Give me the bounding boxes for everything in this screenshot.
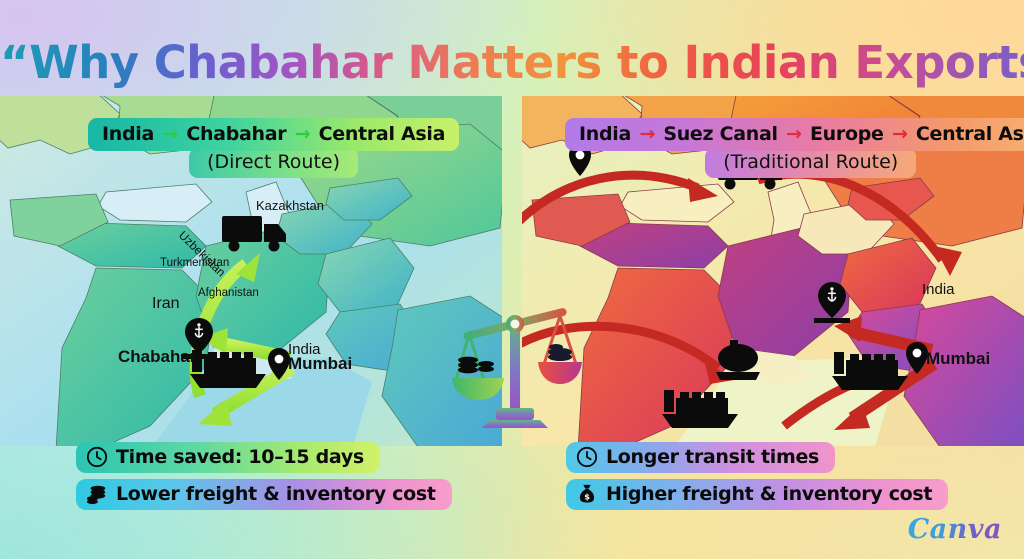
right-route-label: India → Suez Canal → Europe → Central As… [565,118,1024,178]
right-route-part-1: Suez Canal [663,123,778,145]
right-route-part-0: India [579,123,632,145]
map-label-afghanistan: Afghanistan [198,287,259,299]
badge-time-saved-text: Time saved: 10–15 days [116,446,364,468]
location-pin-icon [268,348,290,380]
truck-icon [222,216,286,252]
canva-watermark: Canva [907,514,1002,545]
badge-lower-cost-text: Lower freight & inventory cost [116,483,436,505]
badge-longer-transit-text: Longer transit times [606,446,820,468]
map-label-india-right: India [922,281,955,298]
map-label-mumbai-left: Mumbai [288,354,352,373]
svg-text:$: $ [584,492,590,502]
map-label-mumbai-right: Mumbai [926,349,990,368]
right-route-chain: India → Suez Canal → Europe → Central As… [565,118,1024,151]
cargo-ship-icon [662,390,738,428]
map-label-kazakhstan: Kazakhstan [256,198,324,213]
coins-icon [86,485,106,505]
balance-scale-icon [452,292,582,428]
arrow-icon: → [786,123,802,145]
coins-stack-icon [458,356,494,374]
arrow-icon: → [162,123,178,145]
left-route-label: India → Chabahar → Central Asia (Direct … [88,118,460,178]
arrow-icon: → [294,123,311,145]
right-drawback-badges: Longer transit times $ Higher freight & … [566,442,949,516]
badge-longer-transit: Longer transit times [566,442,836,473]
right-route-part-3: Central Asia [915,123,1024,145]
left-route-part-1: Chabahar [186,123,287,145]
europe-pin-icon [569,144,591,176]
map-label-turkmenistan: Turkmenistan [160,257,229,269]
map-label-chabahar: Chabahar [118,347,197,366]
anchor-pin-icon [814,282,850,323]
arrow-icon: → [891,123,908,145]
left-route-part-2: Central Asia [318,123,446,145]
left-route-chain: India → Chabahar → Central Asia [88,118,460,151]
arrow-icon: → [639,123,655,145]
left-route-part-0: India [102,123,155,145]
right-route-part-2: Europe [810,123,884,145]
page-title: “Why Chabahar Matters to Indian Exports” [0,36,1024,89]
right-route-subtitle: (Traditional Route) [705,148,917,178]
badge-lower-cost: Lower freight & inventory cost [76,479,452,510]
cargo-ship-icon [832,352,908,390]
left-route-subtitle: (Direct Route) [189,148,359,178]
badge-time-saved: Time saved: 10–15 days [76,442,380,473]
badge-higher-cost: $ Higher freight & inventory cost [566,479,949,510]
badge-higher-cost-text: Higher freight & inventory cost [606,483,933,505]
cargo-ship-icon [716,340,760,380]
coins-stack-icon [548,344,572,361]
map-label-iran: Iran [152,295,180,312]
money-bag-icon: $ [579,484,595,503]
clock-icon [86,446,108,468]
left-benefit-badges: Time saved: 10–15 days Lower freight & i… [76,442,452,516]
map-label-india-left: India [288,341,321,358]
clock-icon [576,446,598,468]
anchor-pin-icon [181,318,217,359]
location-pin-icon [906,342,928,374]
